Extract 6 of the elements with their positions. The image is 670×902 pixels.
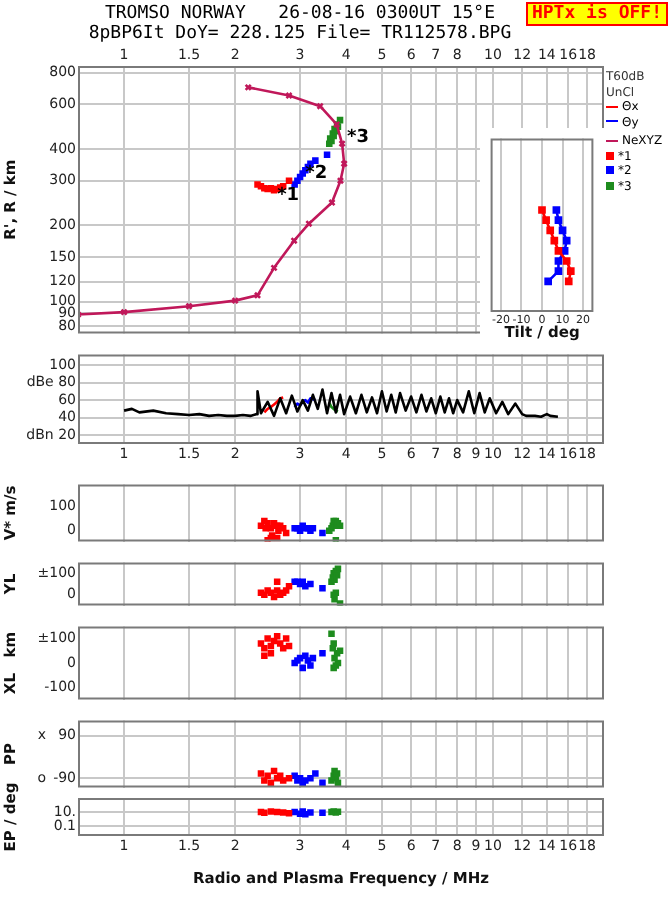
text: HPTx is OFF! — [525, 2, 668, 26]
annotation: *3 — [346, 127, 369, 148]
annotation: *2 — [305, 164, 328, 185]
annotation: *1 — [277, 186, 300, 207]
chart-subtitle: 8pBP6It DoY= 228.125 File= TR112578.BPG — [86, 24, 514, 44]
chart-title: TROMSO NORWAY 26-08-16 0300UT 15°E — [104, 4, 496, 24]
